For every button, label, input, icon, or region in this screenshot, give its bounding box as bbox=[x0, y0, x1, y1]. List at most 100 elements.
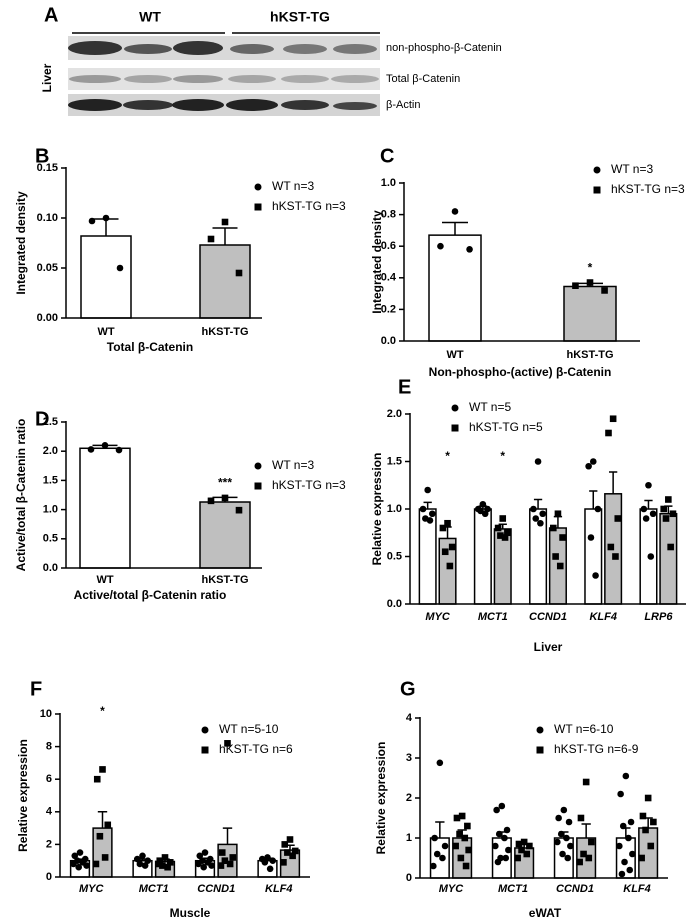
bar bbox=[199, 501, 251, 569]
y-tick-label: 0 bbox=[406, 872, 412, 884]
data-point bbox=[431, 834, 438, 842]
data-point bbox=[650, 818, 657, 826]
data-point bbox=[497, 532, 504, 539]
legend-marker bbox=[593, 186, 601, 194]
x-axis-label: Liver bbox=[534, 640, 563, 654]
data-point bbox=[441, 548, 449, 556]
x-tick-label: CCND1 bbox=[197, 883, 235, 895]
y-tick-label: 1 bbox=[406, 832, 412, 844]
data-point bbox=[429, 510, 436, 518]
data-point bbox=[587, 534, 595, 541]
data-point bbox=[619, 822, 627, 830]
data-point bbox=[201, 849, 209, 856]
legend-label: WT n=5 bbox=[469, 400, 511, 414]
y-tick-label: 0.0 bbox=[43, 562, 58, 574]
data-point bbox=[609, 415, 617, 423]
data-point bbox=[92, 860, 100, 868]
data-point bbox=[437, 242, 444, 250]
data-point bbox=[235, 506, 243, 514]
y-axis-label: Relative expression bbox=[374, 742, 388, 855]
bar bbox=[638, 827, 659, 879]
error-bar bbox=[423, 501, 432, 509]
data-point bbox=[555, 814, 562, 822]
legend-label: WT n=5-10 bbox=[219, 722, 279, 736]
data-point bbox=[557, 830, 565, 838]
blot-label: β-Actin bbox=[386, 99, 420, 111]
y-tick-label: 1.0 bbox=[43, 504, 58, 516]
y-tick-label: 1.0 bbox=[387, 503, 402, 515]
y-axis-label: Active/total β-Catenin ratio bbox=[14, 419, 28, 572]
bar bbox=[418, 508, 437, 605]
data-point bbox=[465, 846, 472, 854]
data-point bbox=[141, 862, 149, 869]
data-point bbox=[532, 515, 540, 522]
data-point bbox=[439, 524, 447, 532]
data-point bbox=[501, 534, 509, 541]
data-point bbox=[580, 850, 587, 858]
data-point bbox=[451, 208, 459, 215]
x-axis-label: Total β-Catenin bbox=[107, 340, 193, 354]
data-point bbox=[605, 429, 612, 437]
blot-label: non-phospho-β-Catenin bbox=[386, 42, 502, 54]
data-point bbox=[221, 857, 229, 864]
x-tick-label: WT bbox=[97, 326, 114, 338]
x-tick-label: MYC bbox=[79, 883, 105, 895]
bar bbox=[428, 234, 482, 342]
x-tick-label: KLF4 bbox=[589, 611, 617, 623]
significance-label: * bbox=[500, 449, 505, 463]
data-point bbox=[221, 218, 229, 226]
y-tick-label: 1.5 bbox=[43, 474, 58, 486]
western-blot: A WT hKST-TG Liver non-phospho-β-Catenin… bbox=[40, 4, 502, 116]
data-point bbox=[218, 849, 226, 856]
data-point bbox=[498, 802, 506, 810]
panel-letter: E bbox=[398, 376, 411, 398]
x-tick-label: hKST-TG bbox=[201, 326, 248, 338]
data-point bbox=[200, 863, 207, 871]
data-point bbox=[588, 838, 595, 846]
error-bar bbox=[644, 499, 653, 509]
data-point bbox=[221, 494, 229, 502]
y-axis-label: Relative expression bbox=[16, 739, 30, 852]
y-tick-label: 0.05 bbox=[37, 262, 58, 274]
bar bbox=[659, 513, 678, 605]
x-tick-label: MCT1 bbox=[498, 883, 528, 895]
error-bar bbox=[581, 823, 591, 838]
data-point bbox=[444, 519, 451, 527]
legend-label: hKST-TG n=3 bbox=[272, 199, 346, 213]
data-point bbox=[493, 806, 500, 814]
data-point bbox=[441, 842, 449, 850]
legend-label: hKST-TG n=6-9 bbox=[554, 742, 639, 756]
data-point bbox=[607, 543, 615, 551]
data-point bbox=[70, 860, 77, 868]
data-point bbox=[161, 854, 169, 861]
data-point bbox=[102, 214, 110, 222]
data-point bbox=[479, 500, 487, 508]
bar bbox=[80, 235, 132, 319]
legend-marker bbox=[201, 746, 209, 754]
data-point bbox=[644, 794, 652, 802]
data-point bbox=[560, 806, 568, 814]
data-point bbox=[639, 812, 647, 820]
data-point bbox=[164, 863, 171, 871]
data-point bbox=[436, 759, 444, 767]
data-point bbox=[139, 852, 146, 860]
y-tick-label: 0.15 bbox=[37, 162, 58, 174]
data-point bbox=[662, 515, 670, 522]
data-point bbox=[426, 517, 434, 524]
data-point bbox=[280, 859, 287, 866]
data-point bbox=[439, 854, 446, 862]
data-point bbox=[83, 862, 90, 869]
legend-label: hKST-TG n=6 bbox=[219, 742, 293, 756]
data-point bbox=[166, 859, 174, 866]
data-point bbox=[592, 572, 599, 579]
x-tick-label: MYC bbox=[425, 611, 451, 623]
data-point bbox=[446, 562, 454, 570]
y-axis-label: Relative expression bbox=[370, 453, 384, 566]
data-point bbox=[616, 842, 623, 850]
data-point bbox=[554, 510, 562, 518]
data-point bbox=[116, 264, 124, 272]
data-point bbox=[155, 860, 162, 868]
error-bar bbox=[222, 827, 233, 845]
x-tick-label: WT bbox=[96, 574, 113, 586]
